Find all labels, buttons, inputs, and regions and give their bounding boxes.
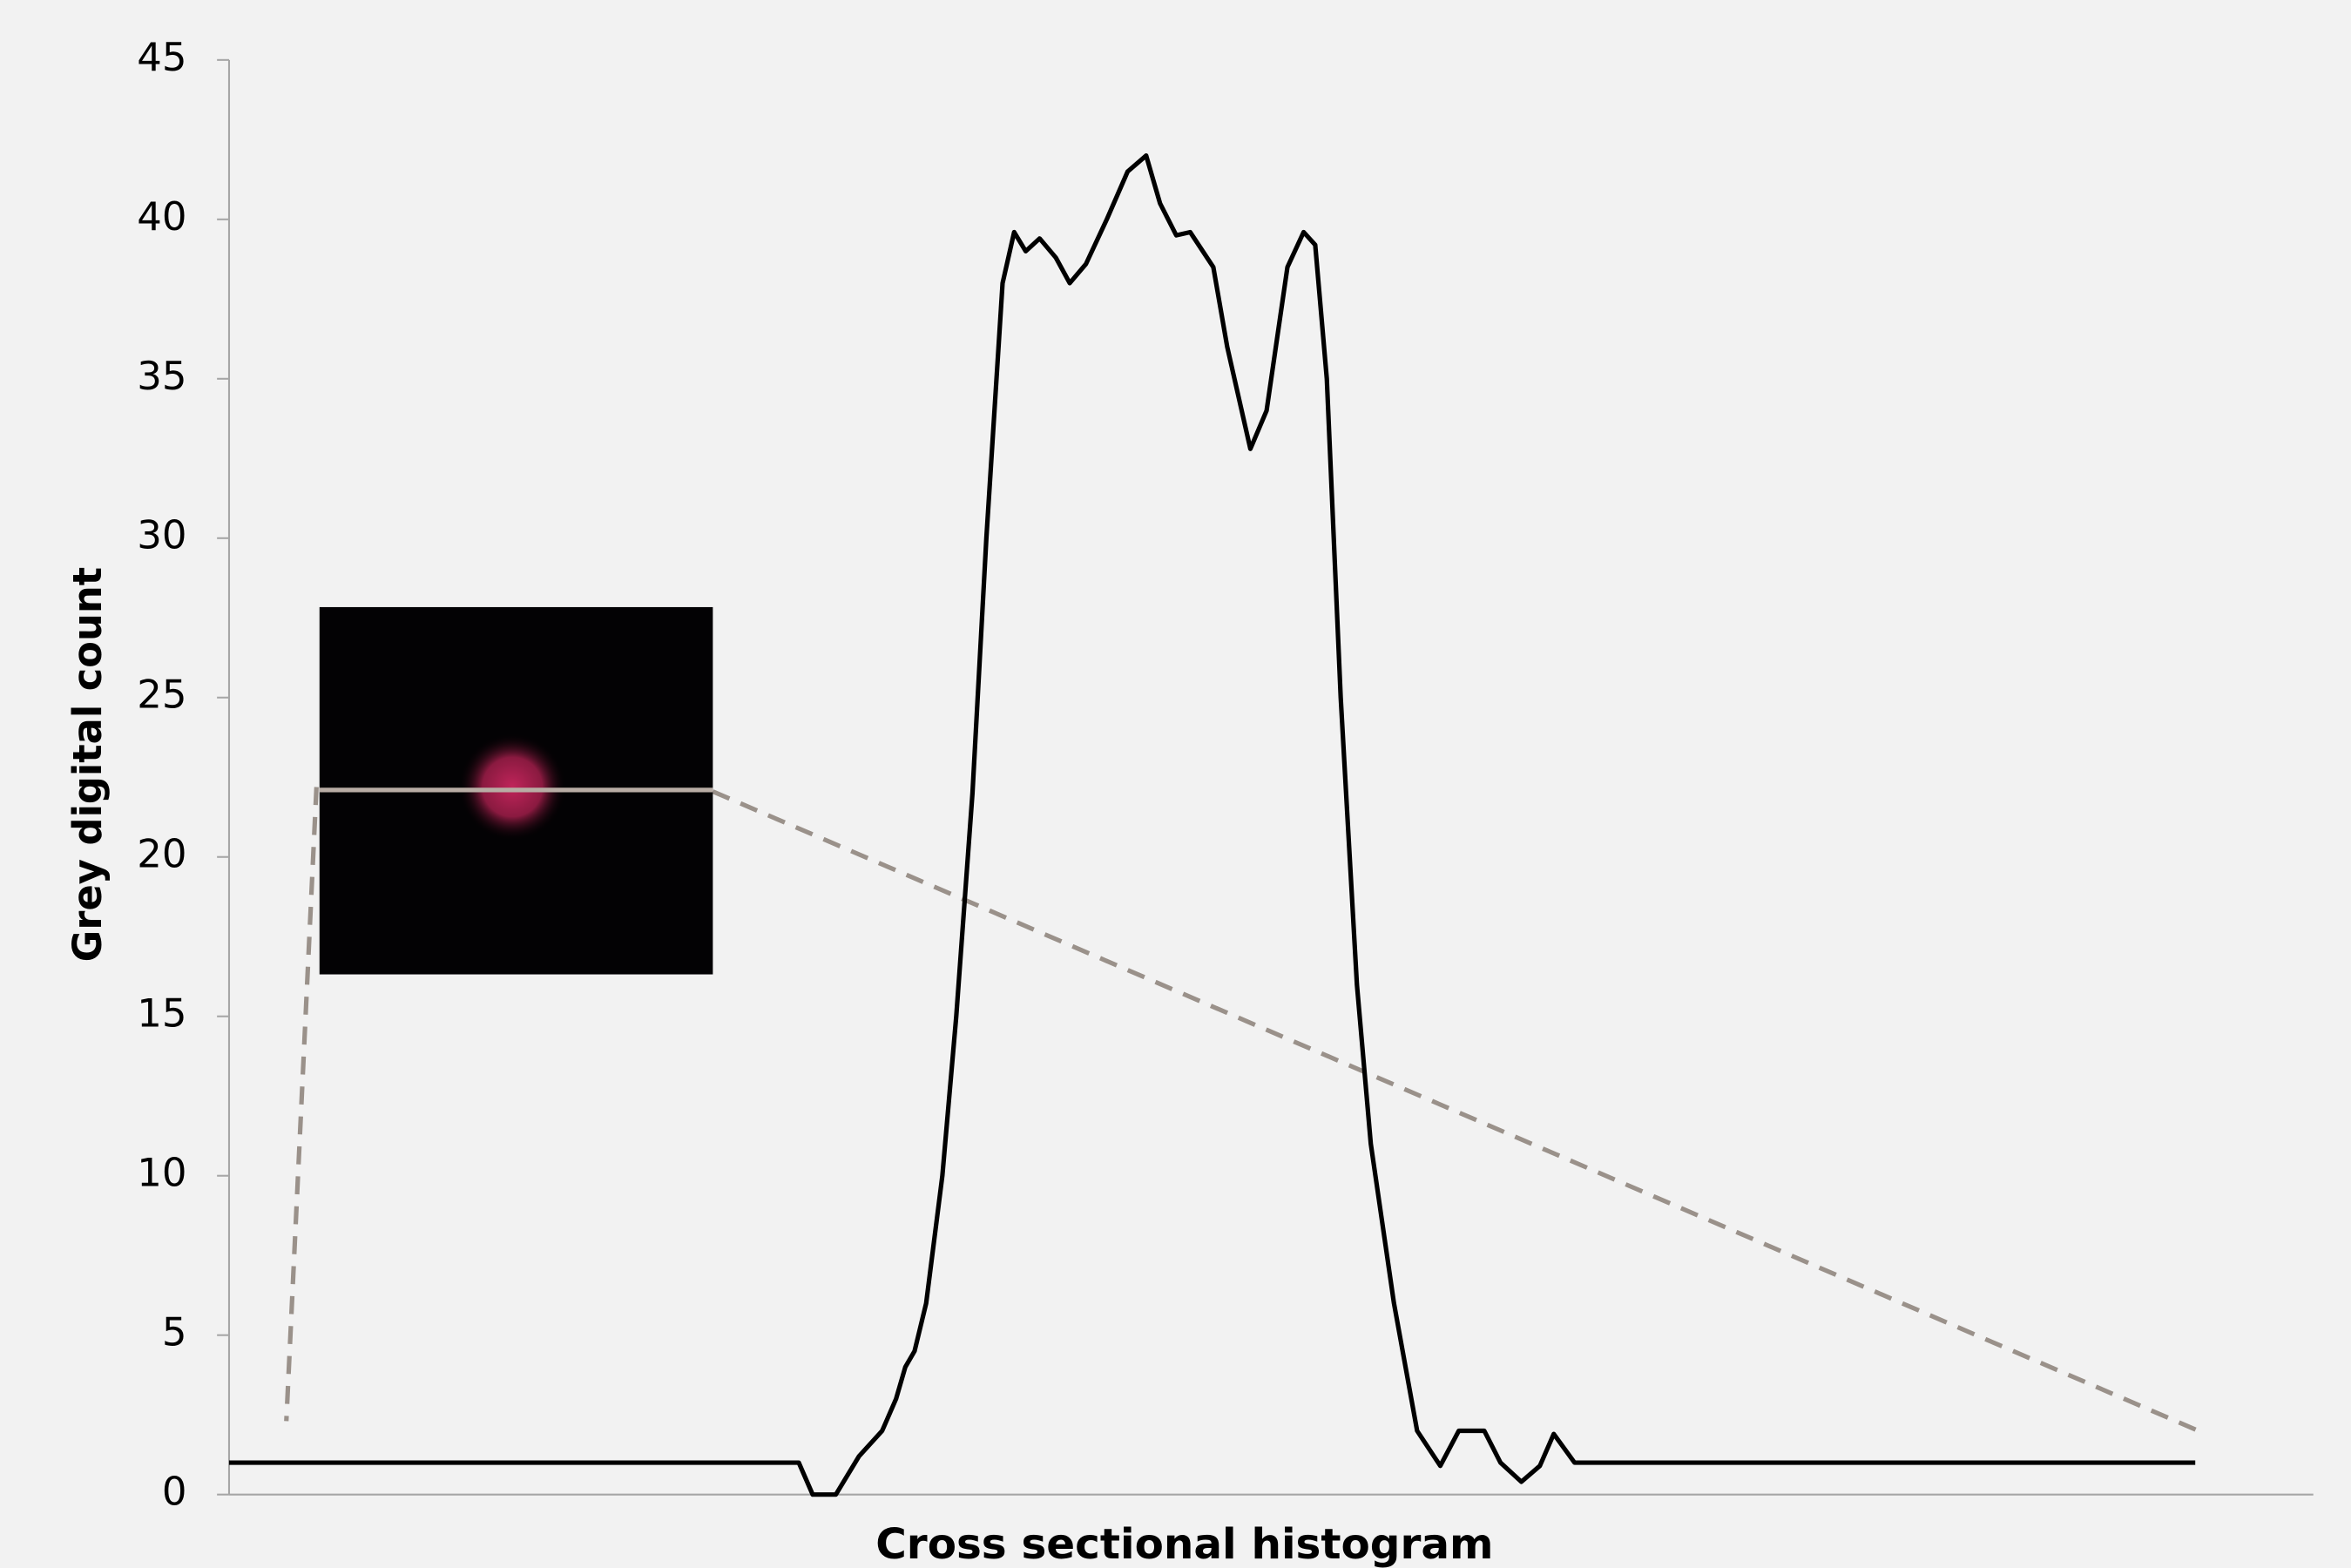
- y-tick-label: 20: [137, 831, 186, 877]
- x-axis-title: Cross sectional histogram: [875, 1520, 1493, 1568]
- y-tick-label: 45: [137, 34, 186, 80]
- connector-line: [284, 787, 319, 1422]
- y-tick-label: 30: [137, 512, 186, 558]
- plot-area: [228, 153, 2196, 1497]
- y-tick-label: 0: [162, 1469, 187, 1515]
- data-line: [228, 153, 2196, 1497]
- y-tick-label: 25: [137, 672, 186, 718]
- red-spot: [457, 733, 567, 841]
- y-tick-label: 35: [137, 353, 186, 399]
- y-tick-label: 5: [162, 1309, 187, 1355]
- y-axis-title: Grey digital count: [64, 567, 111, 962]
- inset-image: [284, 606, 2202, 1434]
- y-tick-label: 40: [137, 193, 186, 240]
- y-ticks: 0 5 10 15 20 25 30 35 40 45: [137, 34, 229, 1515]
- y-tick-label: 15: [137, 990, 186, 1037]
- y-tick-label: 10: [137, 1150, 186, 1196]
